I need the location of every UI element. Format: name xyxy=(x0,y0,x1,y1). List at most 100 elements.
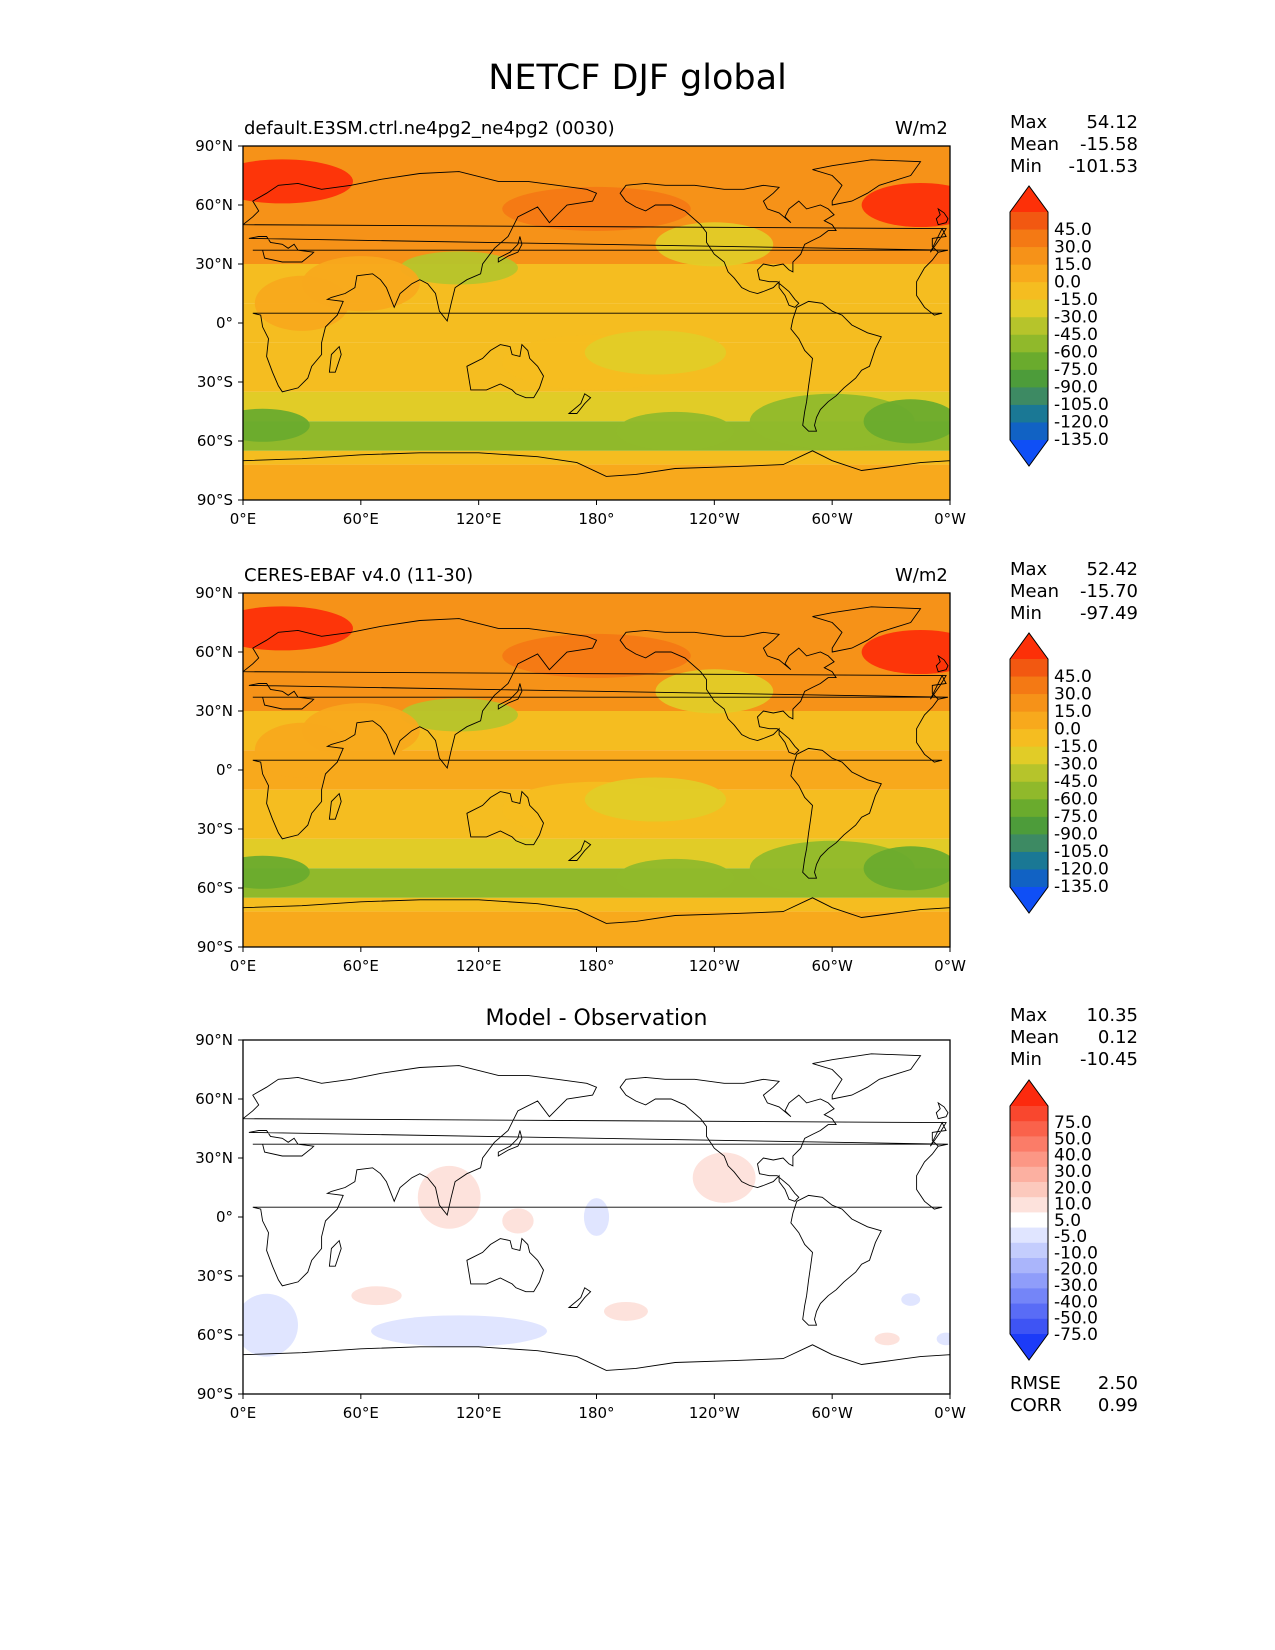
x-tick-label: 60°E xyxy=(343,957,379,975)
x-tick-label: 0°E xyxy=(230,510,257,528)
y-tick-label: 60°N xyxy=(195,1090,233,1108)
coastline-uk-2 xyxy=(935,1101,949,1120)
x-tick-label: 60°W xyxy=(811,510,853,528)
field-blob xyxy=(400,698,518,732)
field-blob xyxy=(749,840,915,896)
colorbar-tick-label: -75.0 xyxy=(1054,807,1098,827)
colorbar-segment xyxy=(1010,334,1048,353)
map-panel-2: 0°E 60°E 120°E 180° 120°W 60°W 0°W 90°N 60°N 30°N… xyxy=(195,584,966,975)
diff-blob xyxy=(692,1152,756,1203)
map-panel-3: 0°E 60°E 120°E 180° 120°W 60°W 0°W 90°N 60°N 30°N… xyxy=(195,1031,966,1422)
colorbar-segment xyxy=(1010,1166,1048,1183)
field-blob xyxy=(655,222,774,267)
colorbar-tick-label: -75.0 xyxy=(1054,1325,1098,1345)
colorbar-tick-label: 50.0 xyxy=(1054,1129,1092,1149)
field-blob xyxy=(616,858,734,898)
colorbar-segment xyxy=(1010,694,1048,713)
map-panel-1: 0°E 60°E 120°E 180° 120°W 60°W 0°W 90°N 60°N 30°N… xyxy=(195,137,966,528)
field-blob xyxy=(254,722,350,778)
y-tick-label: 90°S xyxy=(197,491,233,509)
coastline-africaEurasia-0 xyxy=(243,171,949,393)
colorbar-segment xyxy=(1010,1303,1048,1320)
panel1-title: default.E3SM.ctrl.ne4pg2_ne4pg2 (0030) xyxy=(244,118,615,139)
colorbar-segment xyxy=(1010,851,1048,870)
coastline-australia-1 xyxy=(466,790,544,846)
field-0 xyxy=(243,146,950,500)
colorbar-segment xyxy=(1010,781,1048,800)
coastline-greenland-0 xyxy=(812,159,922,206)
x-tick-label: 180° xyxy=(578,1404,614,1422)
coastline-africaEurasia-1 xyxy=(243,618,949,840)
colorbar-tick-label: -90.0 xyxy=(1054,378,1098,398)
coastline-southAmerica-0 xyxy=(790,300,882,432)
x-tick-label: 120°E xyxy=(456,1404,502,1422)
field-blob xyxy=(749,393,915,449)
coastline-australia-0 xyxy=(466,343,544,399)
y-tick-label: 90°N xyxy=(195,584,233,602)
colorbar-segment xyxy=(1010,1197,1048,1213)
colorbar-tick-label: -50.0 xyxy=(1054,1309,1098,1329)
colorbar-tick-label: 0.0 xyxy=(1054,272,1081,292)
panel3-title: Model - Observation xyxy=(485,1006,708,1031)
diff-blob xyxy=(936,1332,950,1346)
x-tick-label: 120°E xyxy=(456,957,502,975)
panel3-extra-stats: RMSE 2.50 CORR 0.99 xyxy=(1010,1373,1138,1416)
colorbar-tick-label: -30.0 xyxy=(1054,307,1098,327)
colorbar-tick-label: 30.0 xyxy=(1054,684,1092,704)
figure-title: NETCF DJF global xyxy=(488,58,787,98)
y-tick-label: 60°S xyxy=(197,879,233,897)
x-tick-label: 60°W xyxy=(811,1404,853,1422)
x-tick-label: 0°W xyxy=(934,510,966,528)
field-band xyxy=(243,911,950,947)
field-blob xyxy=(861,629,950,675)
coastline-madagascar-2 xyxy=(328,1239,342,1267)
coastline-northAmerica-2 xyxy=(619,1076,837,1202)
coastline-madagascar-0 xyxy=(328,345,342,373)
colorbar-segment xyxy=(1010,799,1048,818)
colorbar-tick-label: -120.0 xyxy=(1054,860,1109,880)
colorbar-segment xyxy=(1010,212,1048,231)
field-blob xyxy=(502,186,691,231)
coastline-australia-2 xyxy=(466,1237,544,1293)
colorbar-segment xyxy=(1010,659,1048,678)
diff-blob xyxy=(583,1198,610,1236)
coastline-nz-0 xyxy=(567,393,592,414)
colorbar-tick-label: 75.0 xyxy=(1054,1113,1092,1133)
coastline-nz-1 xyxy=(567,840,592,861)
colorbar-tick-label: -5.0 xyxy=(1054,1227,1087,1247)
coastline-japan-0 xyxy=(497,236,523,263)
colorbar-segment xyxy=(1010,317,1048,336)
colorbar-segment xyxy=(1010,247,1048,266)
colorbar-tick-label: 30.0 xyxy=(1054,237,1092,257)
colorbar-segment xyxy=(1010,1212,1048,1229)
colorbar-extend-bottom xyxy=(1010,440,1048,466)
colorbar-extend-top xyxy=(1010,1080,1048,1106)
diff-blob xyxy=(371,1315,548,1347)
y-tick-label: 30°N xyxy=(195,1149,233,1167)
y-tick-label: 0° xyxy=(216,314,233,332)
colorbar-tick-label: -45.0 xyxy=(1054,772,1098,792)
y-tick-label: 30°S xyxy=(197,373,233,391)
diff-blob xyxy=(901,1293,921,1306)
coastline-northAmerica-1 xyxy=(619,629,837,755)
field-blob xyxy=(243,408,310,442)
colorbar-tick-label: -30.0 xyxy=(1054,754,1098,774)
colorbar-segment xyxy=(1010,869,1048,888)
colorbar-segment xyxy=(1010,1136,1048,1153)
x-tick-label: 60°E xyxy=(343,1404,379,1422)
colorbar-segment xyxy=(1010,1273,1048,1289)
x-tick-label: 0°E xyxy=(230,1404,257,1422)
colorbar-tick-label: -15.0 xyxy=(1054,290,1098,310)
colorbar-extend-top xyxy=(1010,186,1048,212)
colorbar-segment xyxy=(1010,676,1048,695)
x-tick-label: 180° xyxy=(578,510,614,528)
colorbar-tick-label: -135.0 xyxy=(1054,877,1109,897)
colorbar-segment xyxy=(1010,1258,1048,1274)
colorbar-tick-label: -40.0 xyxy=(1054,1292,1098,1312)
field-2 xyxy=(243,1040,950,1394)
colorbar-tick-label: -60.0 xyxy=(1054,790,1098,810)
coastline-antarctica-2 xyxy=(243,1344,950,1394)
diff-blob xyxy=(874,1332,900,1346)
field-blob xyxy=(243,855,310,889)
